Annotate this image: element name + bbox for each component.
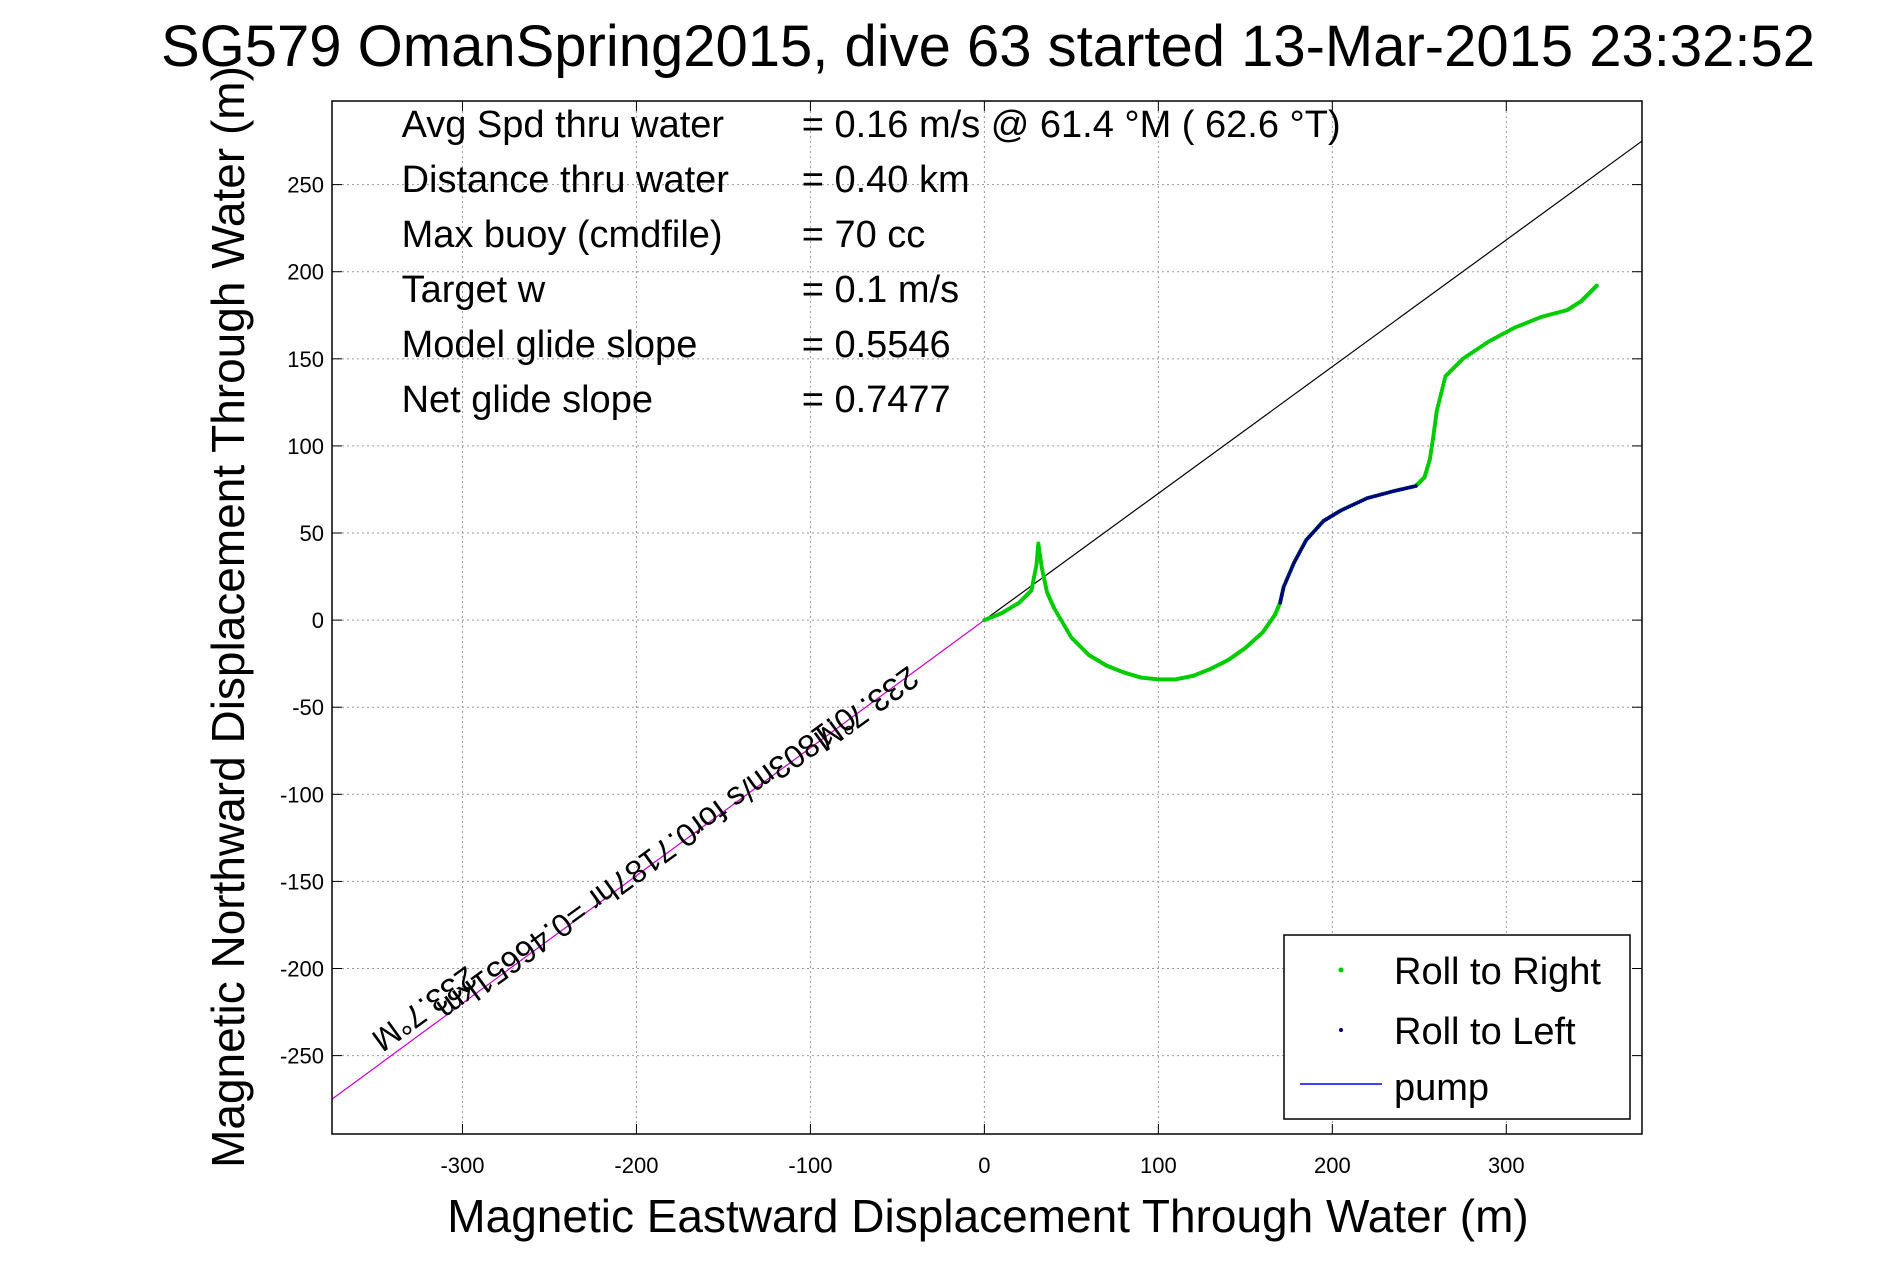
stat-label: Avg Spd thru water <box>402 104 725 146</box>
legend-marker-roll-left <box>1339 1028 1343 1032</box>
stat-label: Model glide slope <box>402 324 698 366</box>
y-tick-label: 200 <box>287 260 324 285</box>
y-tick-label: 150 <box>287 347 324 372</box>
stat-value: = 0.5546 <box>802 324 951 366</box>
stat-label: Max buoy (cmdfile) <box>402 214 723 256</box>
stat-value: = 0.40 km <box>802 159 970 201</box>
stat-value: = 0.7477 <box>802 379 951 421</box>
x-axis-label: Magnetic Eastward Displacement Through W… <box>447 1190 1528 1242</box>
stat-value: = 0.1 m/s <box>802 269 959 311</box>
y-tick-label: -250 <box>280 1044 324 1069</box>
chart-title: SG579 OmanSpring2015, dive 63 started 13… <box>161 14 1815 79</box>
stats-block: Avg Spd thru water = 0.16 m/s @ 61.4 °M (… <box>402 104 1341 421</box>
legend-label-roll-right: Roll to Right <box>1394 951 1601 993</box>
legend-label-pump: pump <box>1394 1067 1489 1109</box>
series-point-1 <box>1594 283 1599 288</box>
y-tick-label: -200 <box>280 957 324 982</box>
x-tick-label: -200 <box>614 1153 658 1178</box>
x-tick-label: 0 <box>978 1153 990 1178</box>
legend: Roll to Right Roll to Left pump <box>1283 934 1631 1120</box>
y-tick-label: -150 <box>280 869 324 894</box>
reference-line-1 <box>984 140 1643 621</box>
legend-box <box>1283 934 1631 1120</box>
legend-label-roll-left: Roll to Left <box>1394 1011 1576 1053</box>
x-tick-label: 300 <box>1488 1153 1525 1178</box>
plot-frame <box>331 100 1643 1135</box>
plot-lines <box>331 140 1643 1100</box>
y-tick-label: 0 <box>312 608 324 633</box>
y-tick-label: 50 <box>300 521 324 546</box>
stat-label: Net glide slope <box>402 379 653 421</box>
legend-marker-roll-right <box>1338 967 1344 973</box>
y-tick-label: 250 <box>287 173 324 198</box>
series-point-2 <box>1414 484 1418 488</box>
x-tick-label: -300 <box>440 1153 484 1178</box>
stat-value: = 0.16 m/s @ 61.4 °M ( 62.6 °T) <box>802 104 1341 146</box>
tick-labels: -300 -200 -100 0 100 200 300 250 200 150 100 50 0 -50… <box>280 101 1642 1178</box>
stat-label: Target w <box>402 269 546 311</box>
x-tick-label: 200 <box>1314 1153 1351 1178</box>
y-tick-label: -100 <box>280 782 324 807</box>
x-tick-label: 100 <box>1140 1153 1177 1178</box>
x-tick-label: -100 <box>788 1153 832 1178</box>
stat-label: Distance thru water <box>402 159 730 201</box>
stat-value: = 70 cc <box>802 214 926 256</box>
y-tick-label: -50 <box>292 695 324 720</box>
reference-line-2 <box>331 619 985 1100</box>
y-tick-label: 100 <box>287 434 324 459</box>
y-axis-label: Magnetic Northward Displacement Through … <box>202 66 254 1168</box>
